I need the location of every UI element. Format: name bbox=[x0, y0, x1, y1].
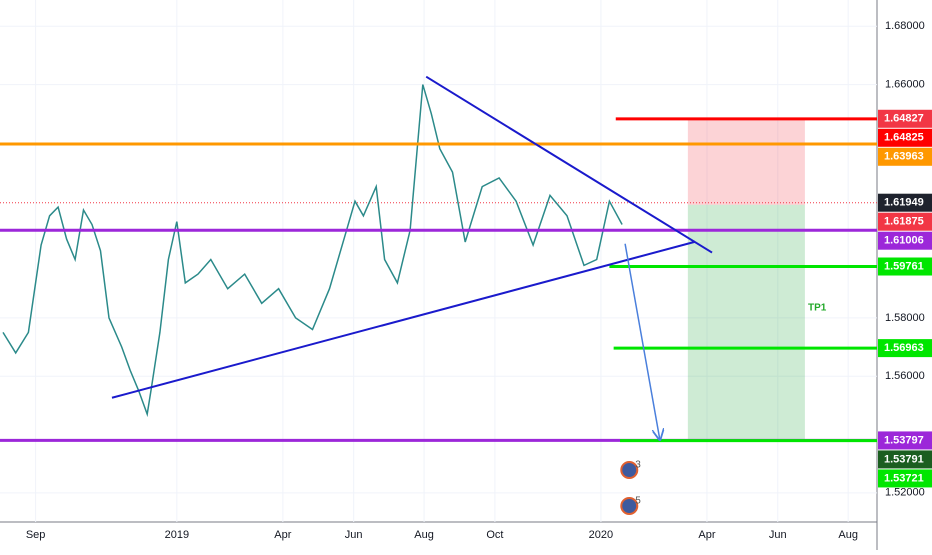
price-label-box bbox=[878, 431, 932, 450]
price-label-box bbox=[878, 450, 932, 469]
event-label: 3 bbox=[635, 460, 641, 471]
price-label-box bbox=[878, 147, 932, 166]
y-tick-label: 1.56000 bbox=[885, 370, 925, 382]
price-label-box bbox=[878, 339, 932, 358]
price-label: 1.56963 bbox=[884, 342, 924, 354]
price-label: 1.64825 bbox=[884, 132, 924, 144]
x-tick-label: Oct bbox=[486, 529, 503, 541]
price-label-box bbox=[878, 469, 932, 488]
price-label: 1.63963 bbox=[884, 151, 924, 163]
x-tick-label: Apr bbox=[698, 529, 715, 541]
price-label-box bbox=[878, 128, 932, 147]
trendline bbox=[425, 75, 713, 254]
x-tick-label: Sep bbox=[26, 529, 46, 541]
target-zone bbox=[687, 204, 805, 441]
price-label: 1.61949 bbox=[884, 197, 924, 209]
event-icon bbox=[620, 461, 639, 479]
price-label: 1.61006 bbox=[884, 235, 924, 247]
y-tick-label: 1.66000 bbox=[885, 78, 925, 90]
x-tick-label: Aug bbox=[414, 529, 434, 541]
price-label-box bbox=[878, 109, 932, 128]
price-label: 1.53791 bbox=[884, 453, 924, 465]
price-label-box bbox=[878, 212, 932, 231]
price-label: 1.53721 bbox=[884, 472, 924, 484]
price-label: 1.59761 bbox=[884, 260, 924, 272]
price-label: 1.61875 bbox=[884, 216, 924, 228]
x-tick-label: 2019 bbox=[165, 529, 189, 541]
event-label: 5 bbox=[635, 496, 641, 507]
price-line bbox=[2, 84, 623, 418]
y-tick-label: 1.68000 bbox=[885, 20, 925, 32]
trendline bbox=[111, 240, 696, 399]
arrow bbox=[624, 243, 660, 440]
x-tick-label: Jun bbox=[769, 529, 787, 541]
price-label-box bbox=[878, 257, 932, 276]
stop-zone bbox=[687, 118, 805, 205]
price-label: 1.53797 bbox=[884, 434, 924, 446]
annotation: TP1 bbox=[808, 302, 827, 313]
x-tick-label: Jun bbox=[345, 529, 363, 541]
y-tick-label: 1.52000 bbox=[885, 487, 925, 499]
price-label: 1.64827 bbox=[884, 113, 924, 125]
x-tick-label: Aug bbox=[838, 529, 858, 541]
price-label-box bbox=[878, 193, 932, 212]
x-tick-label: Apr bbox=[274, 529, 291, 541]
x-tick-label: 2020 bbox=[589, 529, 613, 541]
y-tick-label: 1.58000 bbox=[885, 312, 925, 324]
price-label-box bbox=[878, 231, 932, 250]
event-icon bbox=[620, 497, 639, 515]
